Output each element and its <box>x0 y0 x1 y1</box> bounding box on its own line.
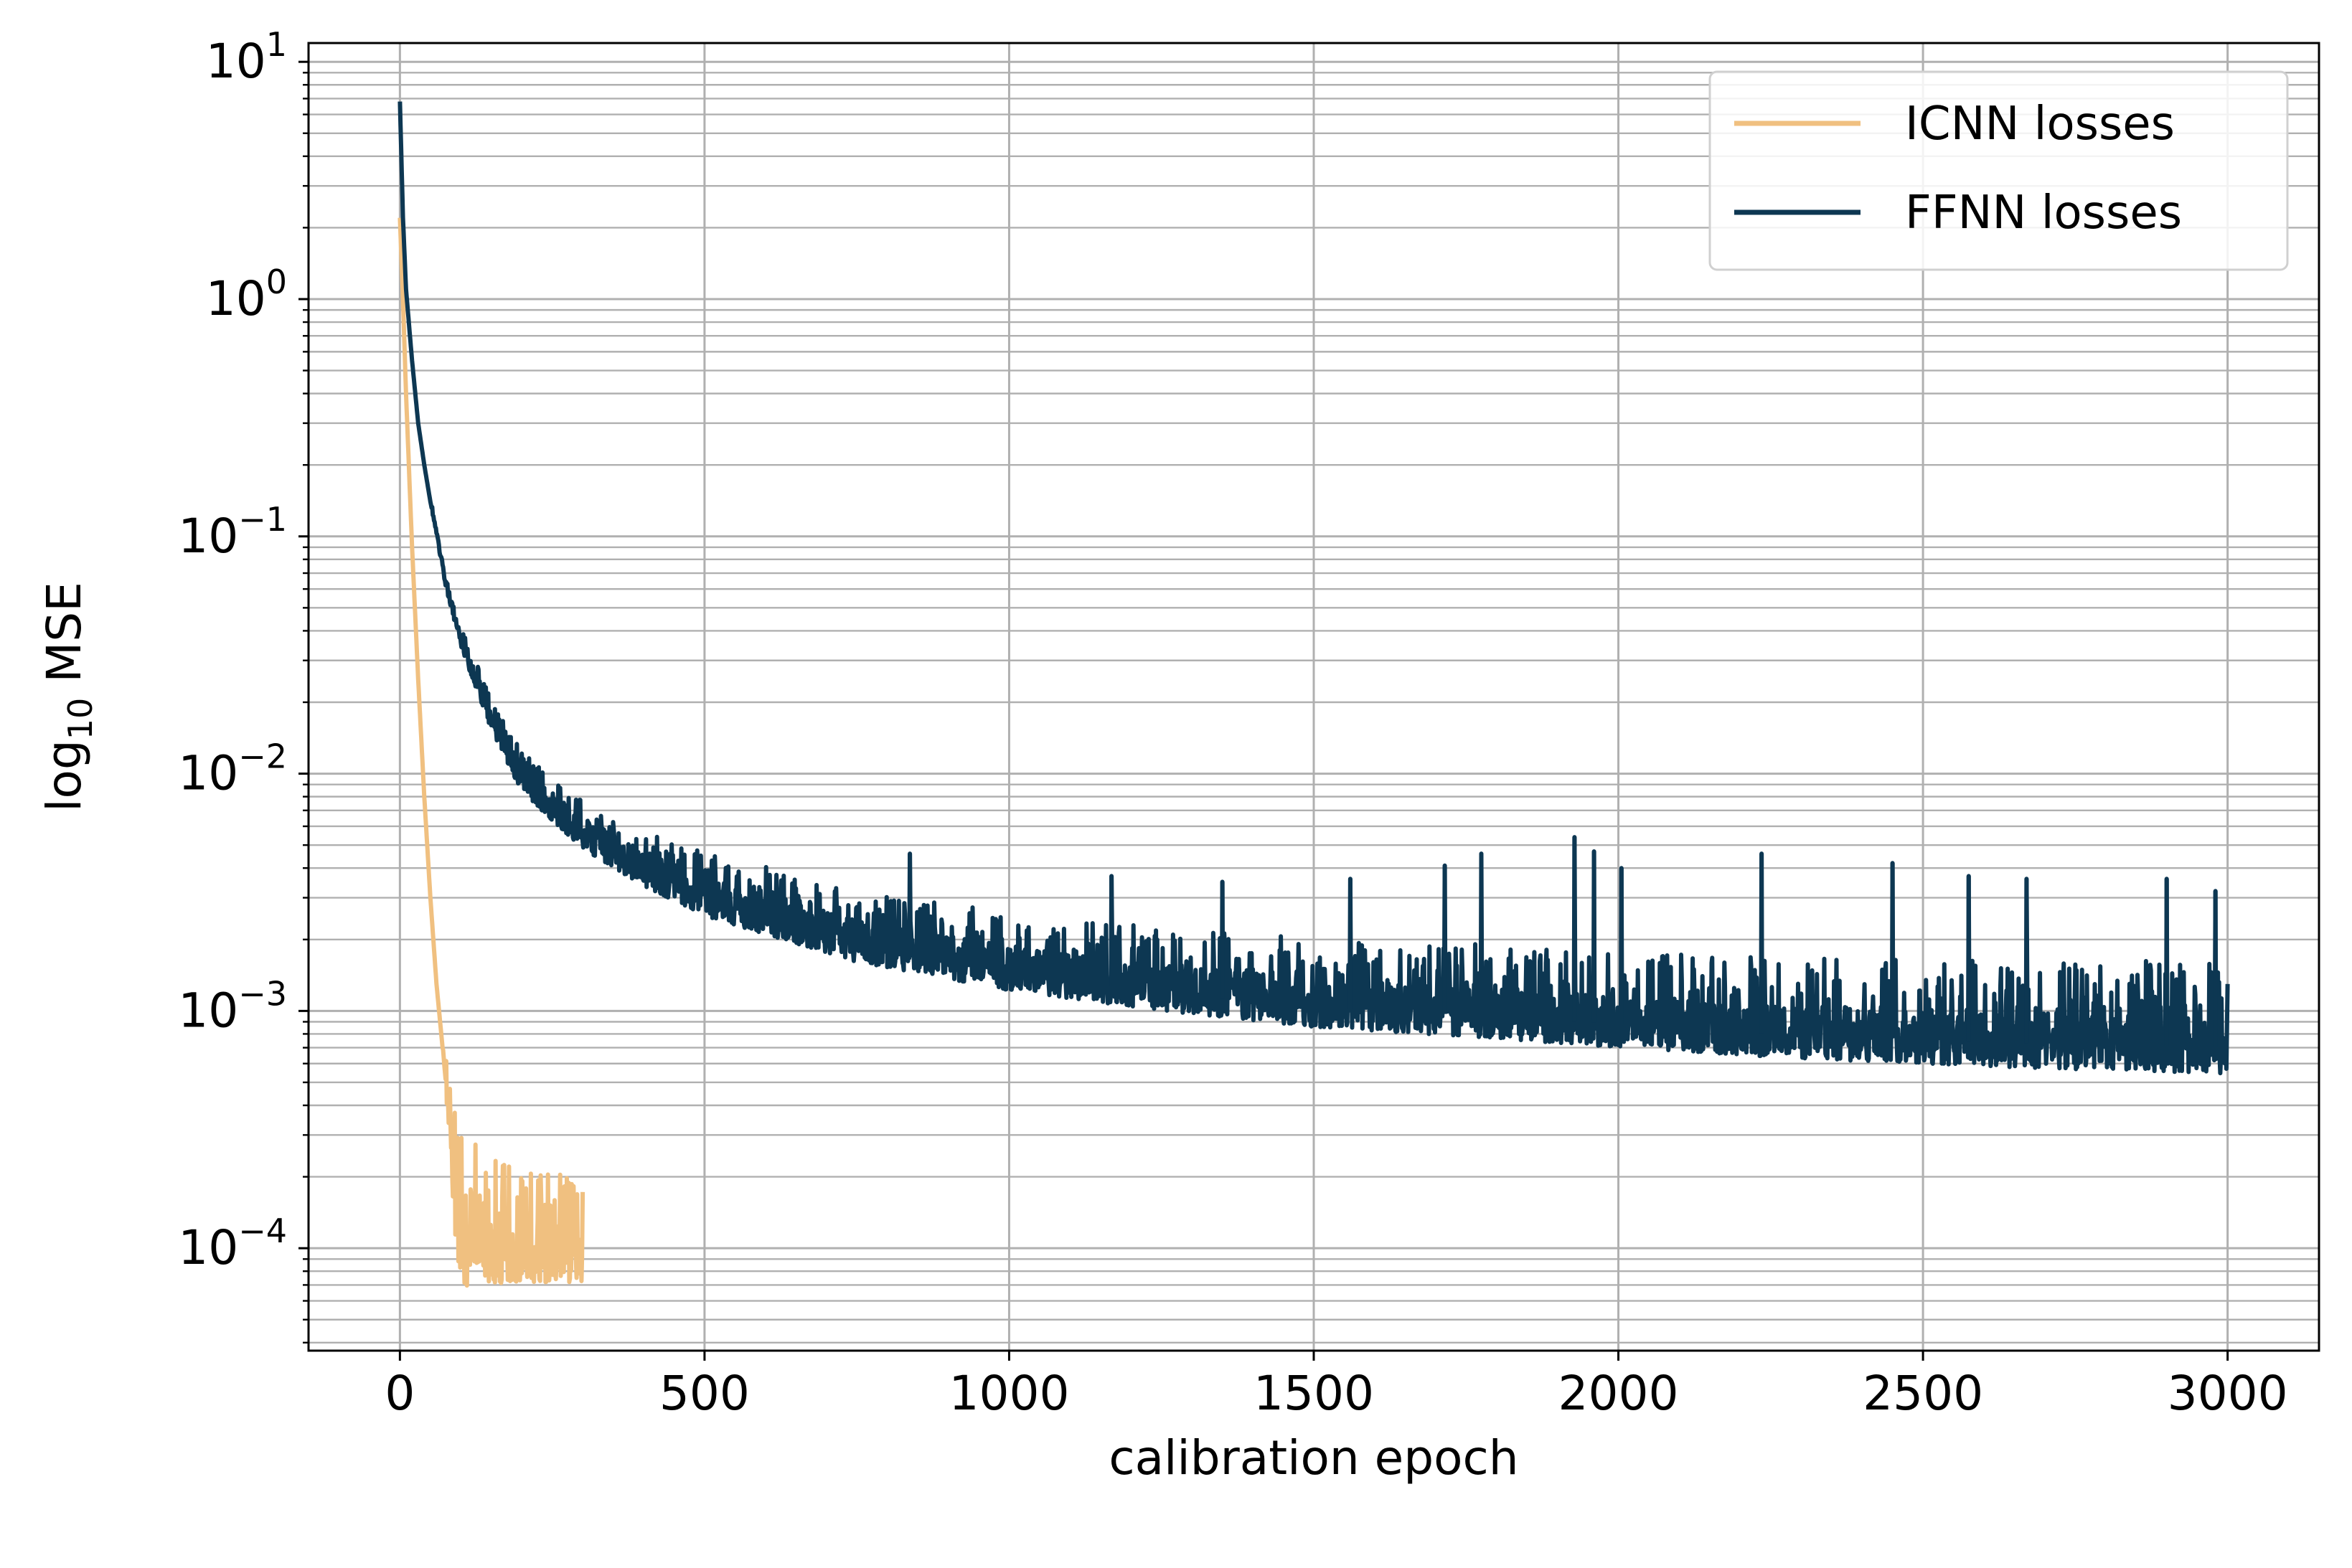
y-tick-label: 10−4 <box>178 1212 287 1275</box>
y-tick-label: 10−1 <box>178 500 287 564</box>
legend: ICNN losses FFNN losses <box>1708 70 2289 271</box>
y-tick-label: 10−2 <box>178 737 287 801</box>
y-axis-label: log10 MSE <box>37 582 100 812</box>
x-tick-label: 1500 <box>1253 1366 1374 1421</box>
series-line-icnn <box>398 217 585 1288</box>
x-tick-label: 3000 <box>2168 1366 2288 1421</box>
legend-label: FFNN losses <box>1905 186 2182 240</box>
x-tick-label: 1000 <box>949 1366 1069 1421</box>
x-tick-label: 2500 <box>1863 1366 1983 1421</box>
x-tick-label: 0 <box>385 1366 415 1421</box>
axis-ticks: 0 500 1000 1500 2000 2500 3000 101 100 10−1 10−2 10… <box>178 25 2287 1421</box>
x-tick-label: 500 <box>659 1366 750 1421</box>
legend-label: ICNN losses <box>1905 98 2175 151</box>
x-tick-label: 2000 <box>1558 1366 1679 1421</box>
x-axis-label: calibration epoch <box>1109 1430 1518 1486</box>
series-layer <box>398 101 2230 1288</box>
y-tick-label: 10−3 <box>178 974 287 1038</box>
y-tick-label: 100 <box>206 263 287 326</box>
y-tick-label: 101 <box>206 25 287 89</box>
series-line-ffnn <box>398 101 2230 1076</box>
